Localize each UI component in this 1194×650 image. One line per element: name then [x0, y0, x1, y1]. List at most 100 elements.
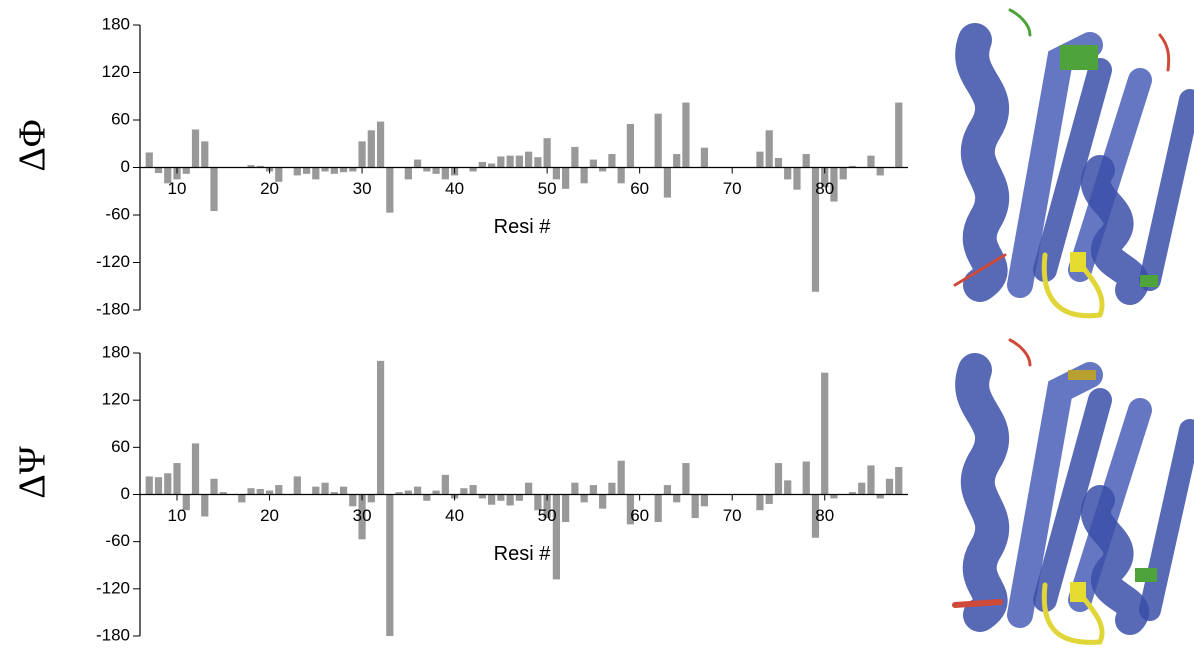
bar	[867, 156, 874, 168]
bar	[803, 154, 810, 167]
y-axis-label: ΔΦ	[12, 119, 54, 171]
bar	[377, 361, 384, 495]
y-tick-label: -60	[105, 531, 130, 550]
bar	[895, 467, 902, 495]
bar	[701, 495, 708, 507]
x-tick-label: 20	[260, 506, 279, 525]
bar	[201, 495, 208, 517]
bar	[442, 475, 449, 495]
protein-top	[955, 10, 1190, 316]
bar	[423, 495, 430, 501]
x-axis-label: Resi #	[494, 543, 552, 565]
bar	[664, 168, 671, 198]
bar	[562, 495, 569, 523]
bar	[377, 122, 384, 168]
bar	[553, 168, 560, 180]
bar	[294, 476, 301, 494]
bar	[581, 168, 588, 184]
bar	[349, 495, 356, 507]
bar	[460, 488, 467, 494]
figure: 180 120 60 0 -60 -120 -180 10 20 30 40 50 60 70 80 Resi…	[0, 0, 1194, 650]
x-tick-label: 30	[353, 179, 372, 198]
x-tick-label: 80	[815, 179, 834, 198]
bar	[321, 483, 328, 495]
y-tick-label: 0	[121, 157, 130, 176]
y-tick-label: 120	[102, 62, 130, 81]
bar	[766, 495, 773, 504]
x-tick-label: 70	[723, 506, 742, 525]
bar	[488, 495, 495, 505]
y-tick-label: -60	[105, 204, 130, 223]
bar	[405, 168, 412, 180]
bar	[294, 168, 301, 176]
bar	[507, 156, 514, 168]
bar	[303, 168, 310, 174]
bar	[525, 483, 532, 495]
x-tick-label: 30	[353, 506, 372, 525]
bar	[756, 495, 763, 511]
bar	[673, 154, 680, 167]
bar	[766, 130, 773, 167]
x-tick-label: 60	[630, 506, 649, 525]
bar	[516, 156, 523, 168]
bar	[507, 495, 514, 506]
bar	[173, 463, 180, 494]
x-axis-label: Resi #	[494, 216, 552, 238]
bar	[201, 141, 208, 167]
bar	[775, 463, 782, 494]
y-tick-label: -180	[96, 299, 130, 318]
x-tick-label: 60	[630, 179, 649, 198]
bar	[516, 495, 523, 501]
x-tick-label: 20	[260, 179, 279, 198]
y-tick-label: -120	[96, 578, 130, 597]
bar	[358, 141, 365, 167]
protein-structures	[955, 10, 1190, 642]
bar	[469, 485, 476, 494]
x-tick-label: 10	[168, 179, 187, 198]
bar	[210, 168, 217, 212]
bar	[840, 168, 847, 180]
bar	[867, 465, 874, 494]
bar	[312, 168, 319, 180]
y-tick-label: -180	[96, 625, 130, 644]
bar	[192, 130, 199, 168]
bar	[571, 483, 578, 495]
bar	[414, 487, 421, 495]
bar	[442, 168, 449, 180]
y-tick-label: 180	[102, 342, 130, 361]
bar	[895, 103, 902, 168]
bar	[756, 152, 763, 168]
y-tick-label: -120	[96, 252, 130, 271]
y-axis-label: ΔΨ	[12, 446, 54, 498]
bar	[608, 483, 615, 495]
bar	[192, 443, 199, 494]
x-tick-label: 40	[445, 179, 464, 198]
bar	[497, 495, 504, 501]
x-tick-label: 10	[168, 506, 187, 525]
x-tick-label: 70	[723, 179, 742, 198]
bar	[544, 138, 551, 167]
y-tick-label: 60	[111, 437, 130, 456]
bar	[682, 463, 689, 494]
y-tick-label: 60	[111, 109, 130, 128]
bar	[655, 495, 662, 523]
bar	[784, 480, 791, 494]
bar	[534, 157, 541, 167]
bar	[682, 103, 689, 168]
bar	[590, 485, 597, 494]
bar	[183, 168, 190, 174]
bar	[368, 495, 375, 503]
bar	[821, 373, 828, 495]
bar	[664, 485, 671, 494]
bar	[618, 168, 625, 184]
bar	[581, 495, 588, 503]
bar	[368, 130, 375, 167]
bar	[312, 487, 319, 495]
x-tick-label: 80	[815, 506, 834, 525]
x-tick-label: 40	[445, 506, 464, 525]
bar	[655, 114, 662, 168]
bar	[784, 168, 791, 180]
bar	[155, 477, 162, 494]
x-tick-label: 50	[538, 506, 557, 525]
bar	[497, 156, 504, 167]
